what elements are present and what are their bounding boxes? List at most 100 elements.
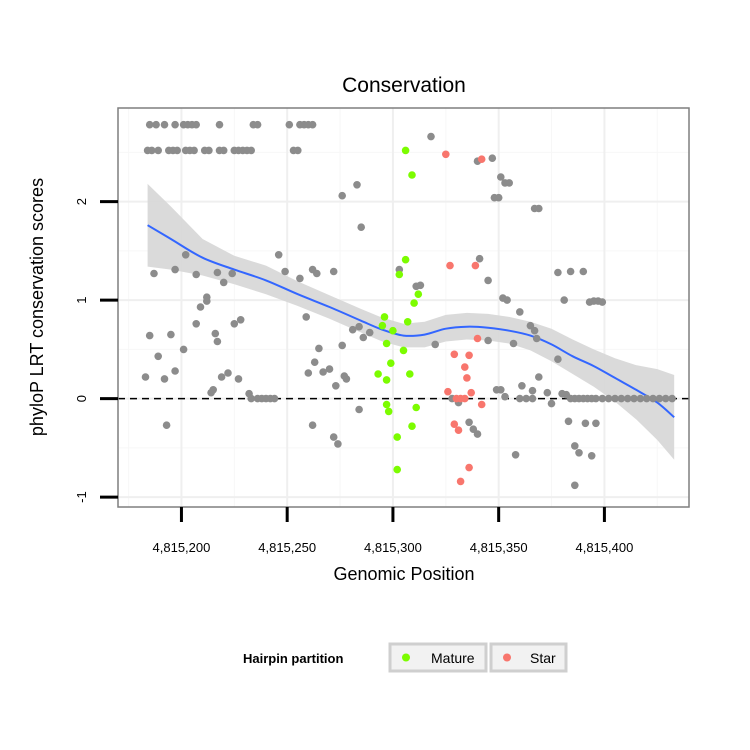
point-other [359, 333, 368, 342]
point-mature [382, 376, 391, 384]
y-axis-title: phyloP LRT conservation scores [27, 178, 47, 436]
point-other [192, 270, 200, 279]
point-other [465, 418, 473, 427]
point-other [338, 191, 347, 200]
point-other [219, 146, 228, 155]
x-tick-label: 4,815,400 [575, 540, 633, 555]
point-other [302, 313, 311, 321]
point-star [471, 261, 480, 270]
y-tick-label: 0 [74, 395, 89, 402]
point-other [526, 321, 535, 330]
point-mature [382, 400, 391, 409]
point-star [463, 374, 471, 382]
x-tick-label: 4,815,350 [470, 540, 528, 555]
point-other [296, 274, 304, 283]
point-other [611, 394, 619, 403]
point-other [145, 120, 154, 129]
point-other [473, 430, 482, 438]
legend-title: Hairpin partition [243, 651, 343, 666]
point-other [294, 146, 302, 155]
point-other [308, 421, 317, 430]
point-other [247, 394, 255, 403]
point-other [213, 337, 222, 346]
point-star [461, 394, 469, 403]
point-other [247, 146, 255, 155]
y-axis: -1 0 1 2 [74, 198, 118, 503]
point-other [497, 386, 505, 394]
y-tick-label: 2 [74, 198, 89, 205]
point-star [456, 477, 465, 486]
point-other [617, 394, 626, 403]
point-star [477, 400, 486, 409]
y-tick-label: -1 [74, 491, 89, 503]
point-mature [410, 299, 418, 307]
point-other [431, 340, 440, 349]
point-other [630, 394, 638, 403]
point-other [285, 120, 294, 129]
point-other [348, 325, 357, 334]
point-other [236, 316, 245, 324]
point-other [228, 269, 236, 278]
point-other [497, 173, 505, 181]
point-other [253, 120, 262, 129]
point-star [465, 463, 473, 472]
point-other [313, 269, 321, 278]
point-other [649, 394, 657, 403]
point-other [215, 120, 224, 129]
point-other [598, 394, 607, 403]
point-other [179, 345, 188, 354]
legend-key-star [503, 653, 511, 662]
point-other [329, 267, 338, 276]
point-other [484, 336, 492, 345]
point-other [581, 419, 590, 428]
point-other [484, 276, 492, 285]
point-other [281, 267, 289, 276]
point-other [173, 146, 181, 155]
point-mature [412, 403, 421, 412]
point-star [461, 363, 469, 371]
point-other [532, 334, 541, 343]
point-other [488, 154, 497, 162]
point-mature [399, 346, 408, 355]
point-star [450, 350, 459, 359]
point-mature [393, 433, 402, 441]
point-other [522, 394, 530, 403]
point-other [152, 120, 160, 129]
point-other [274, 251, 283, 259]
point-other [528, 394, 537, 403]
point-other [598, 298, 607, 306]
x-axis: 4,815,200 4,815,250 4,815,300 4,815,350 4,81… [153, 507, 633, 555]
point-other [604, 394, 613, 403]
point-other [329, 433, 338, 441]
point-other [636, 394, 645, 403]
point-other [219, 278, 228, 287]
point-mature [380, 313, 389, 321]
point-other [518, 382, 526, 390]
point-star [446, 261, 454, 270]
point-star [450, 420, 459, 429]
point-star [454, 426, 463, 435]
point-other [564, 417, 573, 426]
point-mature [401, 146, 410, 155]
point-other [427, 132, 435, 141]
point-mature [414, 290, 423, 299]
point-other [171, 367, 179, 375]
point-other [338, 341, 347, 350]
point-other [315, 344, 323, 353]
point-other [205, 146, 213, 155]
point-other [162, 421, 171, 430]
point-mature [384, 407, 393, 416]
point-other [528, 386, 537, 395]
point-other [355, 322, 363, 331]
point-star [465, 351, 473, 360]
point-other [209, 386, 217, 394]
point-star [473, 334, 482, 343]
point-other [319, 368, 327, 376]
point-other [171, 120, 179, 129]
point-other [355, 405, 363, 414]
grid [118, 108, 689, 507]
chart-title: Conservation [342, 74, 466, 97]
point-other [304, 369, 313, 377]
point-star [444, 387, 452, 396]
